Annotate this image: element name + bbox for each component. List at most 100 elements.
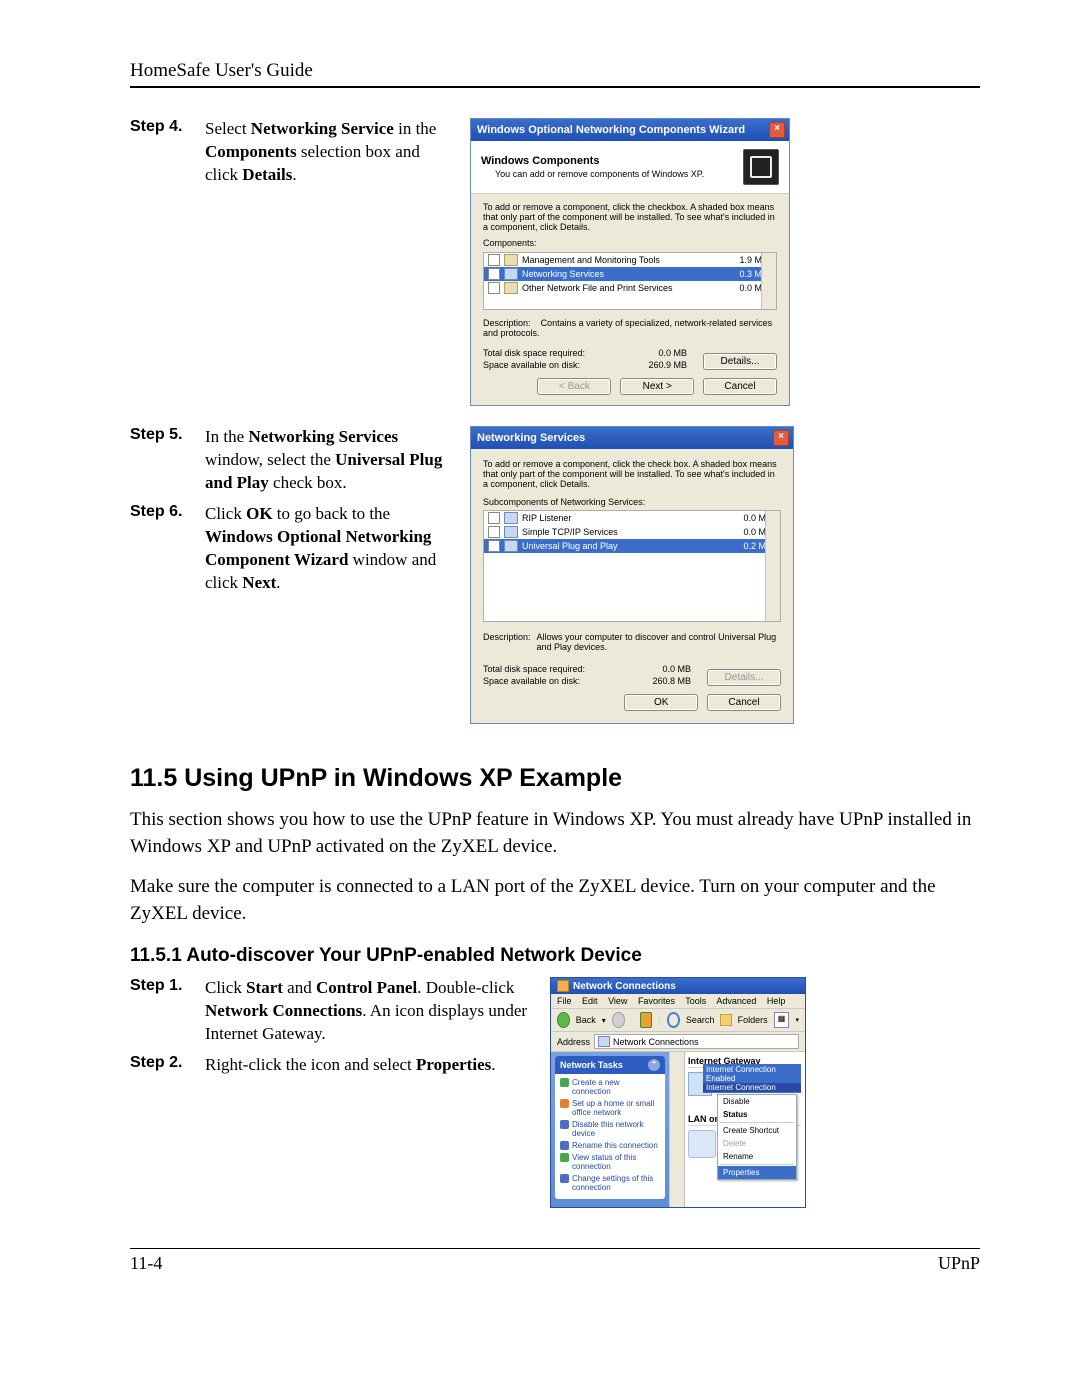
task-rename[interactable]: Rename this connection (560, 1141, 660, 1150)
nc-address-bar: Address Network Connections (551, 1032, 805, 1052)
step-4-label: Step 4. (130, 118, 205, 136)
folders-label[interactable]: Folders (738, 1015, 768, 1025)
menu-file[interactable]: File (557, 996, 572, 1006)
next-button[interactable]: Next > (620, 378, 694, 395)
back-icon[interactable] (557, 1012, 570, 1028)
nc-toolbar[interactable]: Back ▾ · | Search Folders ▦ ▾ (551, 1009, 805, 1032)
task-icon (560, 1078, 569, 1087)
ctx-properties[interactable]: Properties (718, 1166, 796, 1179)
menu-advanced[interactable]: Advanced (716, 996, 756, 1006)
checkbox-icon[interactable] (488, 268, 500, 280)
service-icon (504, 540, 518, 552)
ctx-disable[interactable]: Disable (718, 1095, 796, 1108)
description-label: Description: (483, 318, 531, 328)
task-icon (560, 1099, 569, 1108)
chevron-icon[interactable]: ⌃ (648, 1059, 660, 1071)
component-row-mgmt[interactable]: Management and Monitoring Tools 1.9 MB (484, 253, 776, 267)
address-input[interactable]: Network Connections (594, 1034, 799, 1049)
ns-disk-avail-label: Space available on disk: (483, 676, 652, 686)
menu-tools[interactable]: Tools (685, 996, 706, 1006)
task-change[interactable]: Change settings of this connection (560, 1174, 660, 1192)
close-icon[interactable]: × (773, 430, 789, 446)
address-icon (598, 1036, 610, 1047)
details-button[interactable]: Details... (703, 353, 777, 370)
nc-title-text: Network Connections (573, 981, 676, 992)
folder-icon (504, 282, 518, 294)
ctx-status[interactable]: Status (718, 1108, 796, 1121)
subcomp-row-tcpip[interactable]: Simple TCP/IP Services 0.0 MB (484, 525, 780, 539)
ns-desc-label: Description: (483, 632, 531, 652)
footer-section: UPnP (938, 1253, 980, 1274)
task-status[interactable]: View status of this connection (560, 1153, 660, 1171)
disk-req-label: Total disk space required: (483, 348, 658, 358)
component-row-networking[interactable]: Networking Services 0.3 MB (484, 267, 776, 281)
lan-icon[interactable] (688, 1130, 716, 1158)
close-icon[interactable]: × (769, 122, 785, 138)
step-2-label: Step 2. (130, 1054, 205, 1072)
context-menu[interactable]: Disable Status Create Shortcut Delete Re… (717, 1094, 797, 1180)
components-listbox[interactable]: Management and Monitoring Tools 1.9 MB N… (483, 252, 777, 310)
subcomp-row-upnp[interactable]: Universal Plug and Play 0.2 MB (484, 539, 780, 553)
task-icon (560, 1153, 569, 1162)
menu-favorites[interactable]: Favorites (638, 996, 675, 1006)
ns-disk-req-label: Total disk space required: (483, 664, 662, 674)
subcomponents-listbox[interactable]: RIP Listener 0.0 MB Simple TCP/IP Servic… (483, 510, 781, 622)
task-icon (560, 1174, 569, 1183)
ns-disk-avail-value: 260.8 MB (652, 676, 691, 686)
menu-help[interactable]: Help (767, 996, 786, 1006)
window-icon (557, 980, 569, 992)
task-pane: Network Tasks ⌃ Create a new connection … (551, 1052, 669, 1207)
menu-view[interactable]: View (608, 996, 627, 1006)
task-head[interactable]: Network Tasks ⌃ (555, 1056, 665, 1074)
scrollbar[interactable] (670, 1052, 685, 1207)
scrollbar[interactable] (761, 253, 776, 309)
ctx-shortcut[interactable]: Create Shortcut (718, 1124, 796, 1137)
ns-instructions: To add or remove a component, click the … (483, 459, 781, 489)
section-para-1: This section shows you how to use the UP… (130, 807, 980, 860)
ns-disk-req-value: 0.0 MB (662, 664, 691, 674)
subcomp-row-rip[interactable]: RIP Listener 0.0 MB (484, 511, 780, 525)
checkbox-icon[interactable] (488, 254, 500, 266)
checkbox-icon[interactable] (488, 282, 500, 294)
step-4-text: Select Networking Service in the Compone… (205, 118, 450, 187)
task-create[interactable]: Create a new connection (560, 1078, 660, 1096)
cancel-button[interactable]: Cancel (703, 378, 777, 395)
search-label[interactable]: Search (686, 1015, 715, 1025)
search-icon[interactable] (667, 1012, 680, 1028)
checkbox-icon[interactable] (488, 512, 500, 524)
step-5-text: In the Networking Services window, selec… (205, 426, 450, 495)
component-row-other[interactable]: Other Network File and Print Services 0.… (484, 281, 776, 295)
step-6-label: Step 6. (130, 503, 205, 521)
folders-icon[interactable] (720, 1014, 731, 1026)
folder-icon (504, 254, 518, 266)
nc-menu-bar[interactable]: File Edit View Favorites Tools Advanced … (551, 994, 805, 1009)
task-setup[interactable]: Set up a home or small office network (560, 1099, 660, 1117)
back-label[interactable]: Back (576, 1015, 596, 1025)
forward-icon (612, 1012, 625, 1028)
wizard-instructions: To add or remove a component, click the … (483, 202, 777, 232)
menu-edit[interactable]: Edit (582, 996, 598, 1006)
cancel-button[interactable]: Cancel (707, 694, 781, 711)
ctx-rename[interactable]: Rename (718, 1150, 796, 1163)
section-heading-11-5: 11.5 Using UPnP in Windows XP Example (130, 764, 980, 793)
folder-icon (504, 268, 518, 280)
scrollbar[interactable] (765, 511, 780, 621)
ok-button[interactable]: OK (624, 694, 698, 711)
step-6-text: Click OK to go back to the Windows Optio… (205, 503, 450, 595)
section-para-2: Make sure the computer is connected to a… (130, 874, 980, 927)
checkbox-icon[interactable] (488, 540, 500, 552)
disk-req-value: 0.0 MB (658, 348, 687, 358)
wizard-band-sub: You can add or remove components of Wind… (481, 169, 733, 179)
checkbox-icon[interactable] (488, 526, 500, 538)
wizard-dialog: Windows Optional Networking Components W… (470, 118, 790, 406)
subcomponents-label: Subcomponents of Networking Services: (483, 497, 781, 507)
ctx-delete: Delete (718, 1137, 796, 1150)
service-icon (504, 512, 518, 524)
task-disable[interactable]: Disable this network device (560, 1120, 660, 1138)
task-icon (560, 1141, 569, 1150)
step-5-label: Step 5. (130, 426, 205, 444)
service-icon (504, 526, 518, 538)
view-icon[interactable]: ▦ (774, 1012, 790, 1028)
up-icon[interactable] (640, 1012, 653, 1028)
footer-page-number: 11-4 (130, 1253, 162, 1274)
